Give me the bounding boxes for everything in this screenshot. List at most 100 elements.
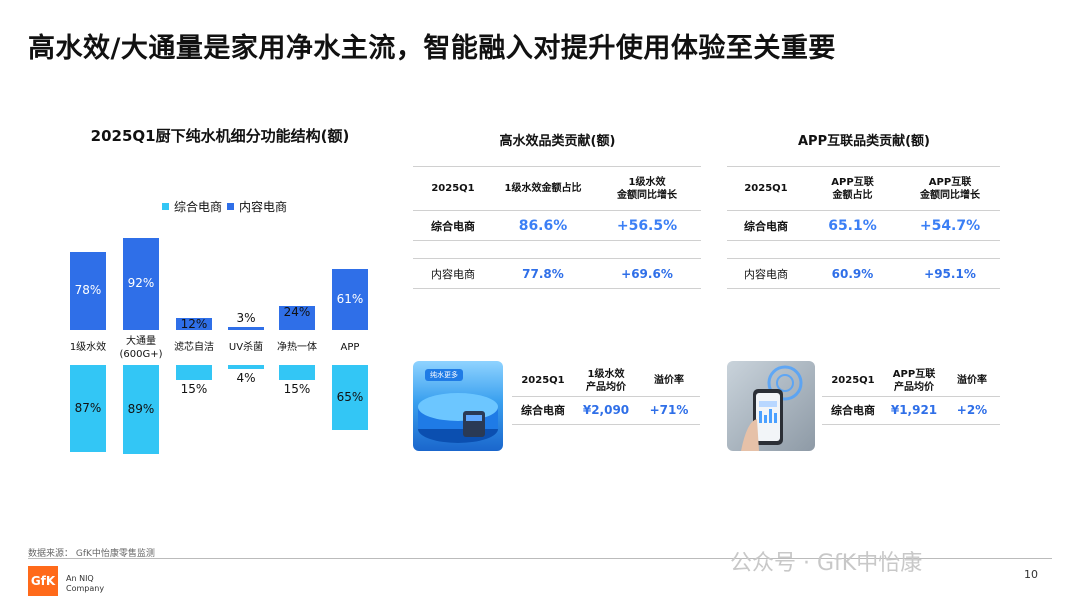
bar-content-ecommerce: [176, 318, 212, 330]
bar-value-label: 87%: [74, 400, 102, 415]
bar-value-label: 61%: [336, 291, 364, 306]
growth-value: +56.5%: [616, 217, 678, 234]
table-high-eff: 2025Q1 1级水效金额占比 1级水效 金额同比增长 综合电商 86.6% +…: [413, 166, 701, 289]
table-row: 内容电商 77.8% +69.6%: [413, 259, 701, 289]
share-value: 77.8%: [522, 266, 564, 281]
water-pool-illustration: [418, 393, 498, 443]
watermark: 公众号 · GfK中怡康: [730, 551, 923, 576]
col-header: 2025Q1: [431, 183, 475, 194]
bar-comprehensive-ecommerce: [123, 365, 159, 454]
growth-value: +69.6%: [621, 266, 673, 281]
app-phone-image: [727, 361, 815, 451]
category-label: 大通量 (600G+): [119, 336, 163, 360]
growth-value: +54.7%: [919, 217, 981, 234]
table-header-row: 2025Q1 1级水效 产品均价 溢价率: [512, 366, 700, 396]
logo-subtitle-line1: An NIQ: [66, 574, 94, 583]
bar-comprehensive-ecommerce: [228, 365, 264, 369]
col-header: 溢价率: [957, 375, 987, 387]
page-title: 高水效/大通量是家用净水主流，智能融入对提升使用体验至关重要: [28, 33, 836, 64]
chart-title: 2025Q1厨下纯水机细分功能结构(额): [90, 127, 350, 145]
premium-value: +2%: [956, 403, 988, 417]
price-value: ¥1,921: [890, 403, 938, 417]
bar-comprehensive-ecommerce: [332, 365, 368, 430]
gfk-logo: GfK: [28, 566, 58, 596]
table-high-eff-title: 高水效品类贡献(额): [499, 134, 616, 149]
table-price-app: 2025Q1 APP互联 产品均价 溢价率 综合电商 ¥1,921 +2%: [822, 366, 1000, 425]
row-label: 内容电商: [744, 267, 788, 281]
bar-comprehensive-ecommerce: [176, 365, 212, 380]
bar-content-ecommerce: [123, 238, 159, 330]
col-header: 1级水效 产品均价: [586, 368, 626, 393]
legend-label-1: 综合电商: [174, 200, 223, 214]
col-header: 1级水效金额占比: [504, 183, 582, 194]
bar-content-ecommerce: [70, 252, 106, 330]
premium-value: +71%: [649, 403, 689, 417]
col-header: APP互联 金额占比: [831, 176, 874, 201]
col-header: 1级水效 金额同比增长: [617, 176, 677, 201]
table-spacer-row: [413, 241, 701, 259]
footer-source: 数据来源： GfK中怡康零售监测: [28, 549, 155, 559]
price-value: ¥2,090: [582, 403, 630, 417]
table-app: 2025Q1 APP互联 金额占比 APP互联 金额同比增长 综合电商 65.1…: [727, 166, 1000, 289]
table-price-eff: 2025Q1 1级水效 产品均价 溢价率 综合电商 ¥2,090 +71%: [512, 366, 700, 425]
table-row: 综合电商 ¥2,090 +71%: [512, 396, 700, 424]
col-header: 溢价率: [654, 375, 684, 387]
legend-swatch-2: [227, 203, 234, 210]
table-app-title: APP互联品类贡献(额): [798, 134, 930, 149]
bar-comprehensive-ecommerce: [279, 365, 315, 380]
row-label: 综合电商: [521, 404, 565, 417]
legend-swatch-1: [162, 203, 169, 210]
legend-label-2: 内容电商: [239, 200, 288, 214]
bar-content-ecommerce: [228, 327, 264, 330]
bar-value-label: 15%: [180, 382, 208, 396]
col-header: 2025Q1: [744, 183, 788, 194]
row-label: 内容电商: [431, 267, 475, 281]
table-row: 综合电商 86.6% +56.5%: [413, 211, 701, 241]
category-label: 净热一体: [277, 342, 317, 353]
water-purifier-image: 纯水更多: [413, 361, 503, 451]
category-label: 1级水效: [69, 342, 107, 353]
table-header-row: 2025Q1 1级水效金额占比 1级水效 金额同比增长: [413, 166, 701, 211]
bar-value-label: 92%: [127, 276, 155, 290]
bar-value-label: 89%: [127, 401, 155, 416]
table-row: 综合电商 65.1% +54.7%: [727, 211, 1000, 241]
category-label: APP: [340, 342, 360, 353]
footer-divider: [28, 558, 1052, 559]
bar-value-label: 24%: [283, 305, 311, 319]
bar-value-label: 4%: [236, 371, 256, 385]
col-header: APP互联 金额同比增长: [920, 176, 980, 201]
table-header-row: 2025Q1 APP互联 产品均价 溢价率: [822, 366, 1000, 396]
share-value: 86.6%: [518, 217, 568, 234]
bar-content-ecommerce: [279, 306, 315, 330]
phone-hand-illustration: [741, 365, 803, 451]
row-label: 综合电商: [744, 219, 788, 233]
image-caption: 纯水更多: [425, 369, 463, 381]
bar-value-label: 15%: [283, 382, 311, 396]
bar-value-label: 78%: [74, 283, 102, 297]
row-label: 综合电商: [431, 219, 475, 233]
page-number: 10: [1024, 568, 1038, 581]
col-header: 2025Q1: [521, 375, 565, 387]
table-row: 综合电商 ¥1,921 +2%: [822, 396, 1000, 424]
bar-value-label: 12%: [180, 317, 208, 331]
category-label: UV杀菌: [228, 342, 264, 353]
table-spacer-row: [727, 241, 1000, 259]
table-header-row: 2025Q1 APP互联 金额占比 APP互联 金额同比增长: [727, 166, 1000, 211]
logo-subtitle: An NIQ Company: [66, 574, 104, 594]
category-label: 滤芯自洁: [174, 342, 214, 353]
col-header: 2025Q1: [831, 375, 875, 387]
bar-value-label: 3%: [236, 311, 256, 325]
table-row: 内容电商 60.9% +95.1%: [727, 259, 1000, 289]
bar-value-label: 65%: [336, 389, 364, 404]
bar-content-ecommerce: [332, 269, 368, 330]
logo-subtitle-line2: Company: [66, 584, 105, 593]
row-label: 综合电商: [831, 404, 875, 417]
bar-comprehensive-ecommerce: [70, 365, 106, 452]
legend-item-1: 综合电商: [162, 198, 222, 215]
growth-value: +95.1%: [924, 266, 976, 281]
share-value: 60.9%: [831, 266, 874, 281]
legend-item-2: 内容电商: [227, 198, 287, 215]
col-header: APP互联 产品均价: [892, 368, 936, 393]
share-value: 65.1%: [828, 217, 877, 234]
